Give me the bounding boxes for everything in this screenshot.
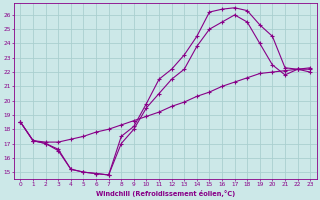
X-axis label: Windchill (Refroidissement éolien,°C): Windchill (Refroidissement éolien,°C) [96,190,235,197]
